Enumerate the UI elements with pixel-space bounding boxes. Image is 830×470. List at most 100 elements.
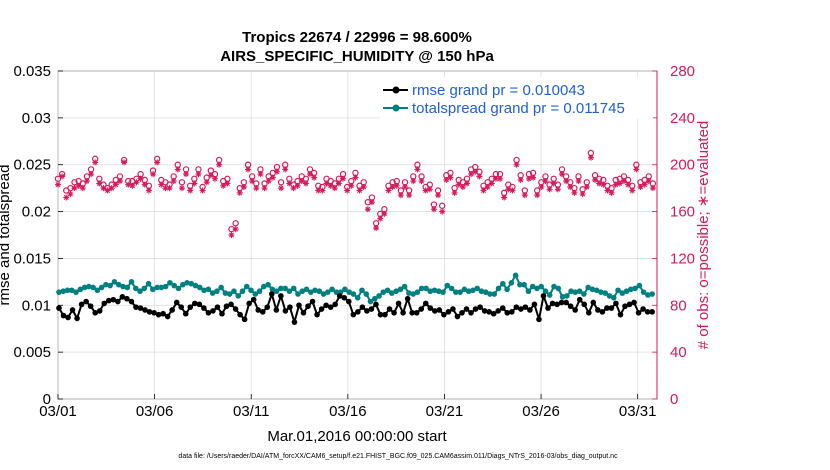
- totalspread-point: [282, 285, 288, 292]
- obs-evaluated-point: [67, 191, 74, 197]
- totalspread-point: [346, 289, 352, 295]
- totalspread-point: [427, 288, 434, 295]
- rmse-point: [314, 311, 320, 318]
- totalspread-point: [342, 286, 348, 293]
- totalspread-point: [568, 288, 574, 295]
- obs-evaluated-point: [430, 206, 437, 213]
- rmse-point: [87, 303, 94, 310]
- obs-evaluated-point: [629, 187, 636, 194]
- obs-possible-point: [54, 175, 62, 182]
- totalspread-point: [128, 279, 135, 285]
- obs-evaluated-point: [245, 166, 252, 173]
- totalspread-point: [525, 288, 532, 295]
- obs-evaluated-point: [335, 180, 342, 187]
- y-axis-right: 0 40 80 120 160 200 240 280: [652, 63, 695, 408]
- rmse-point: [468, 309, 474, 316]
- obs-evaluated-point: [137, 175, 144, 182]
- totalspread-point: [141, 285, 148, 292]
- obs-evaluated-point: [563, 178, 570, 185]
- obs-possible-point: [71, 179, 78, 186]
- obs-evaluated-point: [166, 185, 173, 192]
- y-left-tick-label: 0: [43, 391, 51, 408]
- totalspread-point: [538, 283, 545, 290]
- rmse-point: [472, 306, 479, 312]
- totalspread-point: [589, 286, 596, 293]
- rmse-point: [585, 309, 592, 316]
- obs-evaluated-point: [216, 161, 223, 168]
- rmse-point: [626, 301, 633, 308]
- obs-evaluated-point: [596, 180, 603, 187]
- obs-evaluated-point: [311, 174, 318, 181]
- totalspread-point: [542, 288, 549, 295]
- obs-evaluated-point: [191, 180, 198, 187]
- totalspread-point: [145, 280, 152, 287]
- rmse-point: [504, 309, 511, 316]
- obs-evaluated-point: [96, 180, 103, 187]
- totalspread-point: [239, 288, 246, 295]
- rmse-point: [142, 307, 148, 313]
- totalspread-point: [423, 285, 429, 292]
- rmse-point: [341, 294, 348, 301]
- obs-evaluated-point: [211, 175, 218, 182]
- totalspread-point: [576, 288, 583, 295]
- obs-evaluated-point: [501, 194, 508, 201]
- totalspread-point: [482, 289, 489, 295]
- footnote: data file: /Users/raeder/DAI/ATM_forcXX/…: [178, 453, 618, 460]
- totalspread-point: [167, 279, 173, 286]
- totalspread-point: [389, 290, 395, 296]
- totalspread-point: [218, 284, 224, 291]
- rmse-point: [513, 304, 520, 310]
- obs-evaluated-point: [414, 166, 421, 173]
- totalspread-point: [98, 284, 105, 291]
- obs-evaluated-point: [567, 183, 574, 190]
- rmse-point: [137, 305, 144, 311]
- obs-evaluated-point: [530, 174, 537, 181]
- totalspread-point: [623, 288, 630, 295]
- rmse-point: [56, 305, 62, 311]
- obs-evaluated-point: [174, 166, 181, 173]
- totalspread-point: [120, 283, 126, 290]
- x-tick-label: 03/01: [39, 403, 77, 420]
- obs-evaluated-point: [253, 185, 260, 192]
- rmse-point: [268, 291, 275, 297]
- totalspread-point: [201, 287, 207, 294]
- obs-evaluated-point: [187, 187, 194, 194]
- y-right-tick-label: 200: [670, 157, 695, 174]
- obs-evaluated-point: [468, 171, 475, 178]
- totalspread-point: [572, 289, 579, 295]
- rmse-point: [296, 302, 302, 309]
- rmse-point: [604, 305, 610, 311]
- y-left-tick-label: 0.035: [13, 63, 51, 80]
- legend-rmse-marker: [392, 86, 400, 94]
- obs-evaluated-point: [381, 210, 388, 217]
- y-left-tick-label: 0.02: [22, 204, 51, 221]
- obs-evaluated-point: [344, 187, 351, 194]
- totalspread-point: [269, 286, 276, 293]
- obs-evaluated-point: [224, 180, 231, 187]
- obs-evaluated-point: [141, 181, 148, 188]
- obs-evaluated-point: [649, 185, 656, 192]
- totalspread-point: [555, 285, 562, 292]
- rmse-point: [110, 296, 117, 303]
- rmse-point: [522, 304, 529, 310]
- obs-evaluated-point: [406, 192, 413, 199]
- totalspread-point: [435, 288, 442, 295]
- rmse-point: [459, 309, 465, 316]
- totalspread-point: [470, 287, 476, 294]
- totalspread-point: [384, 287, 391, 294]
- rmse-point: [151, 309, 157, 316]
- obs-evaluated-point: [583, 183, 590, 190]
- obs-evaluated-point: [439, 208, 446, 215]
- obs-evaluated-point: [393, 182, 400, 189]
- totalspread-point: [649, 291, 655, 297]
- rmse-point: [572, 307, 578, 313]
- y-right-tick-label: 280: [670, 63, 695, 80]
- rmse-point: [432, 308, 438, 314]
- obs-evaluated-point: [154, 159, 161, 166]
- obs-evaluated-point: [616, 180, 623, 187]
- obs-evaluated-point: [459, 183, 466, 190]
- totalspread-point: [453, 289, 459, 295]
- totalspread-point: [243, 283, 250, 290]
- rmse-point: [182, 310, 189, 317]
- totalspread-point: [474, 285, 480, 292]
